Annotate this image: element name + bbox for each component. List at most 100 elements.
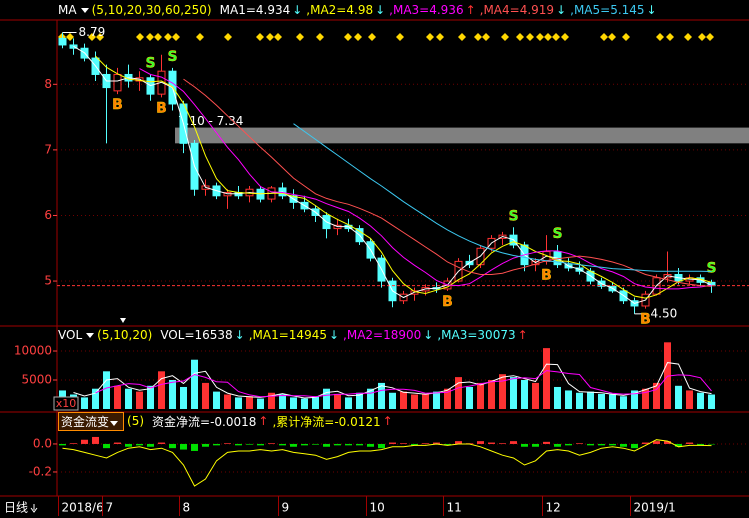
indicator-name[interactable]: 资金流变 <box>58 411 125 431</box>
trend-arrow: ↑ <box>258 414 269 428</box>
candle-body <box>113 73 122 92</box>
indicator-line <box>73 45 712 304</box>
trend-arrow: ↓ <box>234 328 245 342</box>
bar <box>378 382 385 409</box>
indicator-params: (5,10,20) <box>97 328 153 342</box>
bar <box>521 380 528 409</box>
signal-diamond <box>316 33 324 41</box>
signal-diamond <box>600 33 608 41</box>
bar <box>455 441 462 444</box>
bar <box>147 385 154 409</box>
y-tick-label: 10000 <box>14 344 52 358</box>
y-tick-label: 5000 <box>21 373 52 387</box>
signal-diamond <box>561 33 569 41</box>
bar <box>345 397 352 409</box>
bar <box>433 442 440 444</box>
signal-diamond <box>552 33 560 41</box>
unit-label: x10 <box>56 397 77 410</box>
indicator-value: ,MA5=5.145 <box>570 3 645 17</box>
candle-body <box>58 37 67 46</box>
bar <box>81 439 88 444</box>
bar <box>235 443 242 446</box>
bar <box>521 443 528 447</box>
y-tick-label: 0.0 <box>33 436 52 450</box>
bar <box>543 348 550 409</box>
bar <box>422 393 429 409</box>
bar <box>202 382 209 409</box>
bar <box>70 443 77 444</box>
bar <box>279 443 286 446</box>
trend-arrow: ↑ <box>517 328 528 342</box>
bar <box>598 443 605 446</box>
trend-arrow: ↑ <box>465 3 476 17</box>
trend-arrow: ↓ <box>292 3 303 17</box>
bar <box>268 443 275 444</box>
indicator-value: ,MA2=4.98 <box>306 3 374 17</box>
bar <box>356 443 363 446</box>
trade-signal: B <box>156 100 167 116</box>
trade-signal: S <box>508 208 518 224</box>
period-arrow[interactable] <box>30 504 38 513</box>
indicator-value: ,累计净流=-0.0121 <box>272 414 381 429</box>
signal-diamond <box>256 33 264 41</box>
bar <box>191 359 198 409</box>
signal-diamond <box>474 33 482 41</box>
signal-diamond <box>426 33 434 41</box>
bar <box>565 443 572 446</box>
bar <box>532 382 539 409</box>
bar <box>224 394 231 409</box>
signal-diamond <box>344 33 352 41</box>
signal-diamond <box>224 33 232 41</box>
y-tick-label: 7 <box>44 142 52 156</box>
signal-diamond <box>296 33 304 41</box>
x-tick-label: 2018/6 <box>62 501 104 515</box>
indicator-value: ,MA3=30073 <box>437 328 516 342</box>
indicator-line <box>293 123 712 272</box>
bar <box>125 443 132 447</box>
bar <box>510 377 517 409</box>
trend-arrow: ↓ <box>423 328 434 342</box>
bar <box>499 374 506 409</box>
bar <box>653 382 660 409</box>
trend-arrow: ↓ <box>556 3 567 17</box>
bar <box>532 443 539 447</box>
indicator-value: ,MA3=4.936 <box>389 3 464 17</box>
dropdown-icon[interactable] <box>110 420 119 426</box>
bar <box>246 396 253 409</box>
bar <box>367 388 374 409</box>
bar <box>268 392 275 409</box>
bar <box>477 441 484 444</box>
signal-diamond <box>96 33 104 41</box>
bar <box>631 390 638 409</box>
bar <box>675 443 682 447</box>
bar <box>554 386 561 409</box>
y-tick-label: 6 <box>44 208 52 222</box>
period-label[interactable]: 日线 <box>4 501 28 515</box>
indicator-name[interactable]: MA <box>58 3 77 17</box>
dropdown-icon[interactable] <box>80 7 89 13</box>
bar <box>587 391 594 409</box>
bar <box>92 388 99 409</box>
bar <box>378 443 385 449</box>
trend-arrow: ↓ <box>375 3 386 17</box>
signal-diamond <box>482 33 490 41</box>
bar <box>191 443 198 451</box>
trade-signal: S <box>167 49 177 65</box>
bar <box>488 442 495 444</box>
band-label: 7.10 - 7.34 <box>178 114 243 128</box>
trade-signal: S <box>706 261 716 277</box>
bar <box>147 443 154 447</box>
bar <box>356 392 363 409</box>
bar <box>477 382 484 409</box>
bar <box>345 443 352 446</box>
x-tick-label: 7 <box>106 501 114 515</box>
bar <box>169 380 176 409</box>
bar <box>697 392 704 409</box>
bar <box>235 397 242 409</box>
dropdown-icon[interactable] <box>86 332 95 338</box>
indicator-name[interactable]: VOL <box>58 328 83 342</box>
bar <box>609 443 616 446</box>
signal-diamond <box>136 33 144 41</box>
trade-signal: S <box>552 226 562 242</box>
